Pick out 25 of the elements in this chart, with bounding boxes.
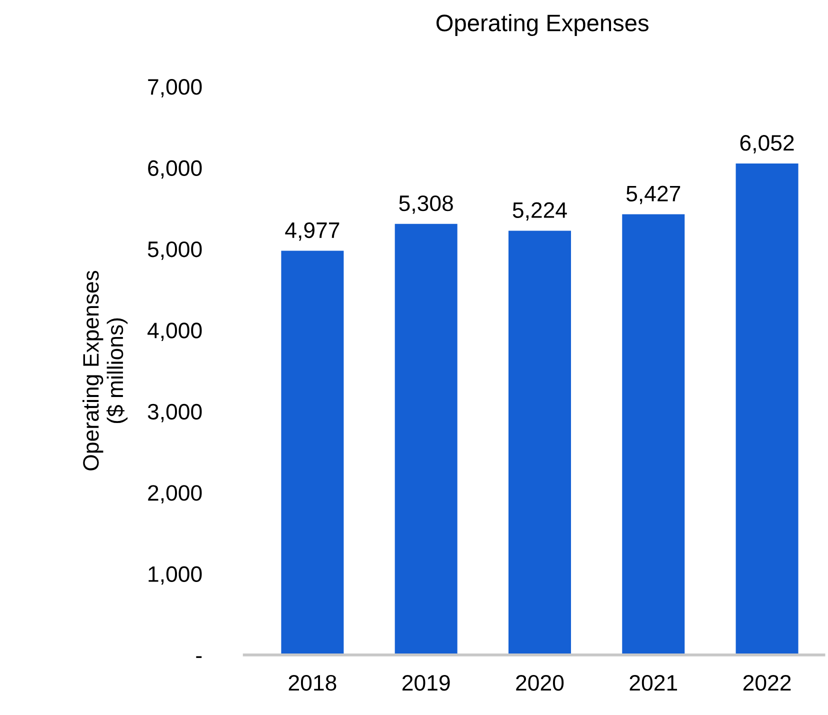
bar [508,230,571,655]
data-label: 4,977 [285,222,340,241]
y-tick-label: 7,000 [148,79,202,98]
data-label: 5,427 [626,186,680,204]
y-tick-label: 2,000 [148,485,202,504]
y-tick-label: 1,000 [148,566,202,585]
y-tick-label: 4,000 [148,322,202,342]
y-tick-label: 3,000 [148,404,202,422]
data-label: 6,052 [740,135,794,154]
bar [622,214,685,655]
bar [394,224,458,655]
x-tick-label: 2021 [630,674,678,691]
x-tick-label: 2019 [402,674,450,691]
x-tick-label: 2020 [516,674,564,691]
y-tick-label: 5,000 [148,241,202,260]
data-label: 5,308 [399,195,453,214]
bar [736,163,798,655]
chart-title: Operating Expenses [436,14,648,36]
x-tick-label: 2018 [288,674,336,691]
bar [281,250,344,655]
y-axis-title: Operating Expenses ($ millions) [82,270,128,470]
y-tick-label: - [196,656,202,658]
data-label: 5,224 [512,202,567,221]
y-tick-label: 6,000 [148,160,202,179]
x-tick-label: 2022 [743,674,791,691]
